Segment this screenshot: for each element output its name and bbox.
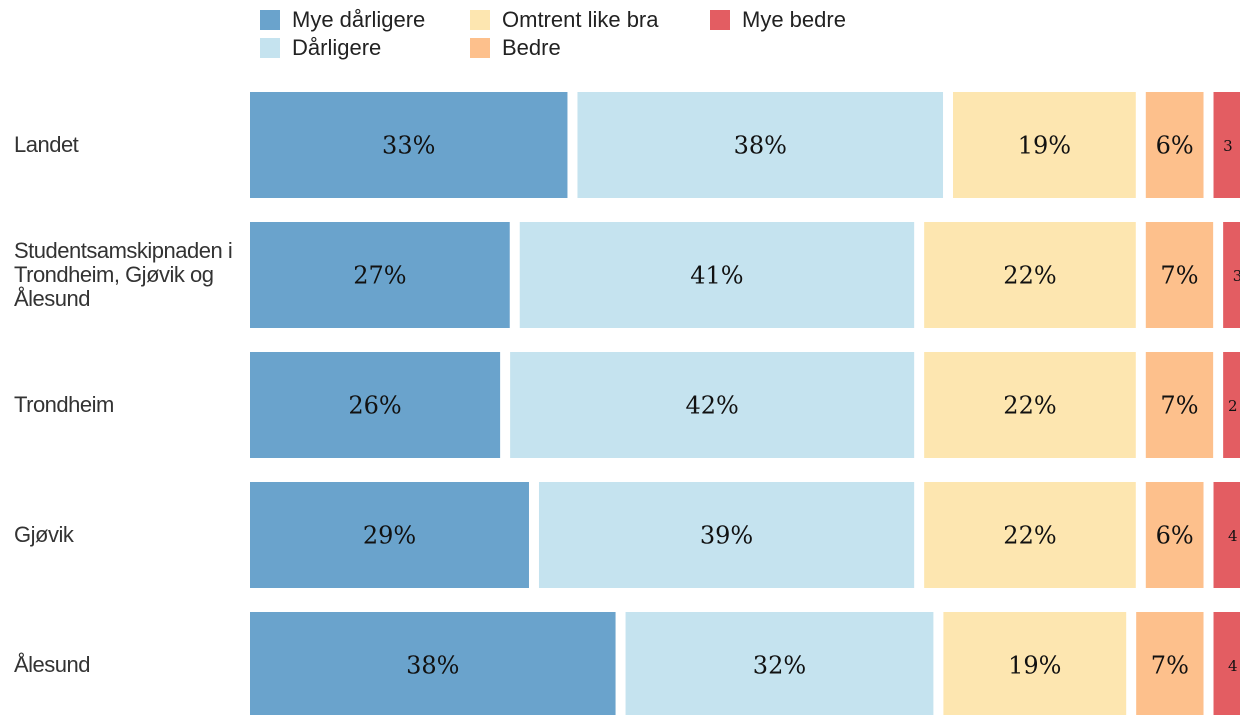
bar-segment <box>1213 612 1240 715</box>
category-label: Ålesund <box>14 652 91 677</box>
value-label: 4 <box>1228 527 1238 545</box>
legend-label: Dårligere <box>292 35 381 60</box>
value-label: 6% <box>1156 522 1194 550</box>
legend-swatch <box>470 38 490 58</box>
bar-segment <box>924 482 1136 588</box>
bar-segment <box>1145 482 1204 588</box>
value-label: 19% <box>1008 652 1061 680</box>
value-label: 41% <box>690 262 743 290</box>
value-label: 7% <box>1160 262 1198 290</box>
value-label: 42% <box>685 392 738 420</box>
bar-segment <box>1145 92 1204 198</box>
bar-segment <box>577 92 944 198</box>
legend-label: Mye bedre <box>742 7 846 32</box>
value-label: 2 <box>1228 397 1238 415</box>
value-label: 22% <box>1003 262 1056 290</box>
bar-segment <box>953 92 1136 198</box>
legend-label: Bedre <box>502 35 561 60</box>
bar-segment <box>250 612 616 715</box>
legend-swatch <box>710 10 730 30</box>
value-label: 3 <box>1223 137 1233 155</box>
bar-segment <box>250 222 510 328</box>
bar-segment <box>250 352 501 458</box>
value-label: 32% <box>753 652 806 680</box>
value-label: 27% <box>353 262 406 290</box>
value-label: 19% <box>1018 132 1071 160</box>
bar-segment <box>250 482 529 588</box>
value-label: 22% <box>1003 522 1056 550</box>
value-label: 3 <box>1233 267 1240 285</box>
legend-swatch <box>260 10 280 30</box>
value-label: 39% <box>700 522 753 550</box>
bar-segment <box>1145 222 1214 328</box>
value-label: 38% <box>734 132 787 160</box>
bar-segment <box>519 222 915 328</box>
legend-label: Omtrent like bra <box>502 7 659 32</box>
value-label: 38% <box>406 652 459 680</box>
category-label: Studentsamskipnaden i Trondheim, Gjøvik … <box>14 238 233 311</box>
bar-segment <box>1213 482 1240 588</box>
legend-swatch <box>260 38 280 58</box>
bar-segment <box>1213 92 1240 198</box>
bar-segment <box>510 352 915 458</box>
value-label: 26% <box>348 392 401 420</box>
bar-segment <box>943 612 1127 715</box>
bar-segment <box>625 612 934 715</box>
category-label: Gjøvik <box>14 522 74 547</box>
value-label: 4 <box>1228 657 1238 675</box>
legend-swatch <box>470 10 490 30</box>
value-label: 7% <box>1151 652 1189 680</box>
value-label: 33% <box>382 132 435 160</box>
value-label: 29% <box>363 522 416 550</box>
bar-segment <box>538 482 915 588</box>
value-label: 22% <box>1003 392 1056 420</box>
bar-segment <box>1223 352 1240 458</box>
legend-label: Mye dårligere <box>292 7 425 32</box>
bar-segment <box>1136 612 1204 715</box>
category-label: Trondheim <box>14 392 114 417</box>
category-label: Landet <box>14 132 79 157</box>
bar-segment <box>1223 222 1240 328</box>
bar-segment <box>1145 352 1214 458</box>
value-label: 6% <box>1156 132 1194 160</box>
bar-segment <box>250 92 568 198</box>
value-label: 7% <box>1160 392 1198 420</box>
bar-segment <box>924 222 1136 328</box>
bar-segment <box>924 352 1136 458</box>
